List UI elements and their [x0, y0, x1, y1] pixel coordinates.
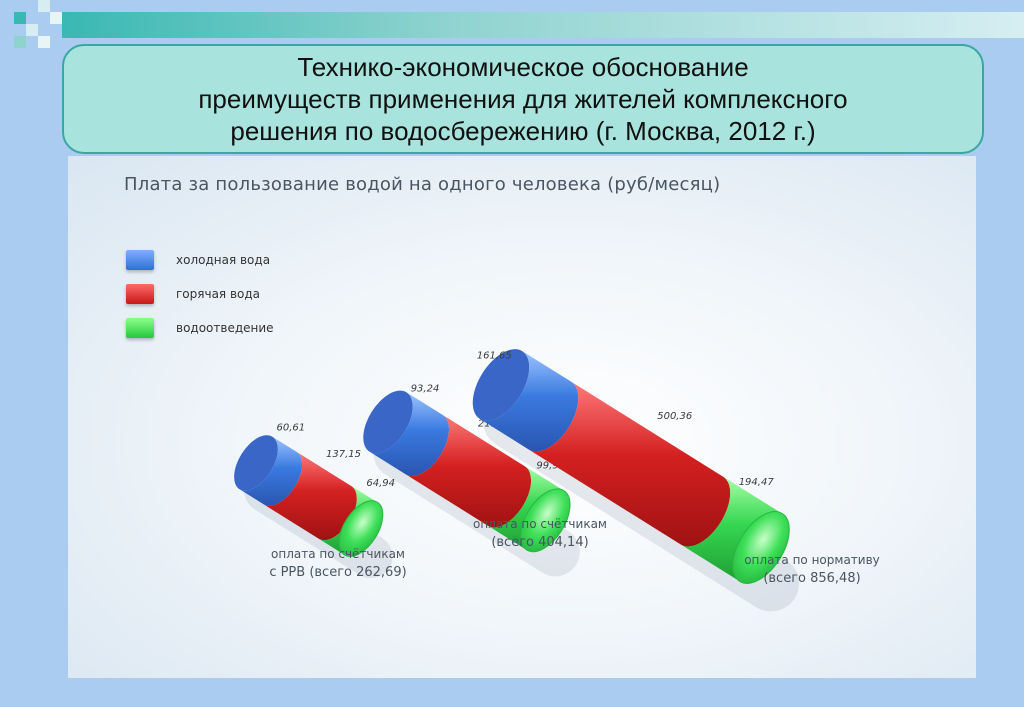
bar-caption-3-line-2: (всего 856,48)	[763, 571, 860, 586]
bar-start-cap	[363, 390, 413, 454]
chart-title: Плата за пользование водой на одного чел…	[124, 174, 721, 195]
value-label-hot-water: 137,15	[326, 449, 361, 460]
bar-segment-hot-water	[405, 415, 532, 528]
legend-label-drainage: водоотведение	[176, 321, 274, 335]
bar-segment-cold-water	[239, 436, 303, 506]
value-label-cold-water: 93,24	[411, 384, 440, 395]
bar-segment-cold-water	[479, 351, 579, 452]
legend-label-cold-water: холодная вода	[176, 253, 271, 267]
bar-segment-hot-water	[528, 381, 731, 547]
slide-title: Технико-экономическое обоснование преиму…	[62, 44, 984, 154]
value-label-hot-water: 500,36	[657, 411, 692, 422]
decorative-square	[38, 36, 50, 48]
decorative-square	[14, 12, 26, 24]
title-line-1: Технико-экономическое обоснование	[297, 52, 749, 82]
bar-start-cap	[472, 349, 530, 421]
value-label-drainage: 194,47	[739, 477, 775, 488]
stacked-cylinder-chart: 60,61 137,15 64,94 93,24 211 99,9 161,65 500,36…	[234, 349, 880, 612]
title-line-3: решения по водосбережению (г. Москва, 20…	[230, 116, 816, 146]
decorative-header-bar	[62, 12, 1024, 38]
value-label-drainage: 64,94	[366, 478, 395, 489]
legend-swatch-hot-water	[126, 284, 154, 304]
legend-label-hot-water: горячая вода	[176, 287, 261, 301]
decorative-square	[14, 36, 26, 48]
bar-segment-cold-water	[369, 392, 450, 477]
bar-caption-2-line-2: (всего 404,14)	[491, 535, 588, 550]
legend-swatch-drainage	[126, 318, 154, 338]
decorative-square	[38, 0, 50, 12]
value-label-hot-water: 211	[478, 419, 497, 430]
decorative-square	[50, 12, 62, 24]
stacked-bar-3: 161,65 500,36 194,47	[472, 349, 790, 584]
bar-caption-2-line-1: оплата по счётчикам	[473, 517, 607, 531]
bar-segment-hot-water	[263, 451, 357, 541]
bar-caption-1-line-1: оплата по счётчикам	[271, 547, 405, 561]
value-label-drainage: 99,9	[536, 460, 558, 471]
chart-panel: Плата за пользование водой на одного чел…	[68, 156, 976, 678]
bar-end-cap	[520, 488, 571, 553]
bar-end-cap	[732, 511, 790, 584]
stacked-bar-2: 93,24 211 99,9	[363, 384, 571, 553]
bar-caption-1-line-2: с РРВ (всего 262,69)	[269, 565, 406, 580]
legend-swatch-cold-water	[126, 250, 154, 270]
value-label-cold-water: 161,65	[477, 350, 512, 361]
decorative-square	[26, 24, 38, 36]
bar-caption-3-line-1: оплата по нормативу	[744, 553, 880, 567]
stacked-bar-1: 60,61 137,15 64,94	[234, 422, 395, 557]
value-label-cold-water: 60,61	[277, 422, 306, 433]
bar-start-cap	[234, 435, 278, 491]
title-line-2: преимуществ применения для жителей компл…	[198, 84, 848, 114]
bar-end-cap	[338, 500, 384, 557]
